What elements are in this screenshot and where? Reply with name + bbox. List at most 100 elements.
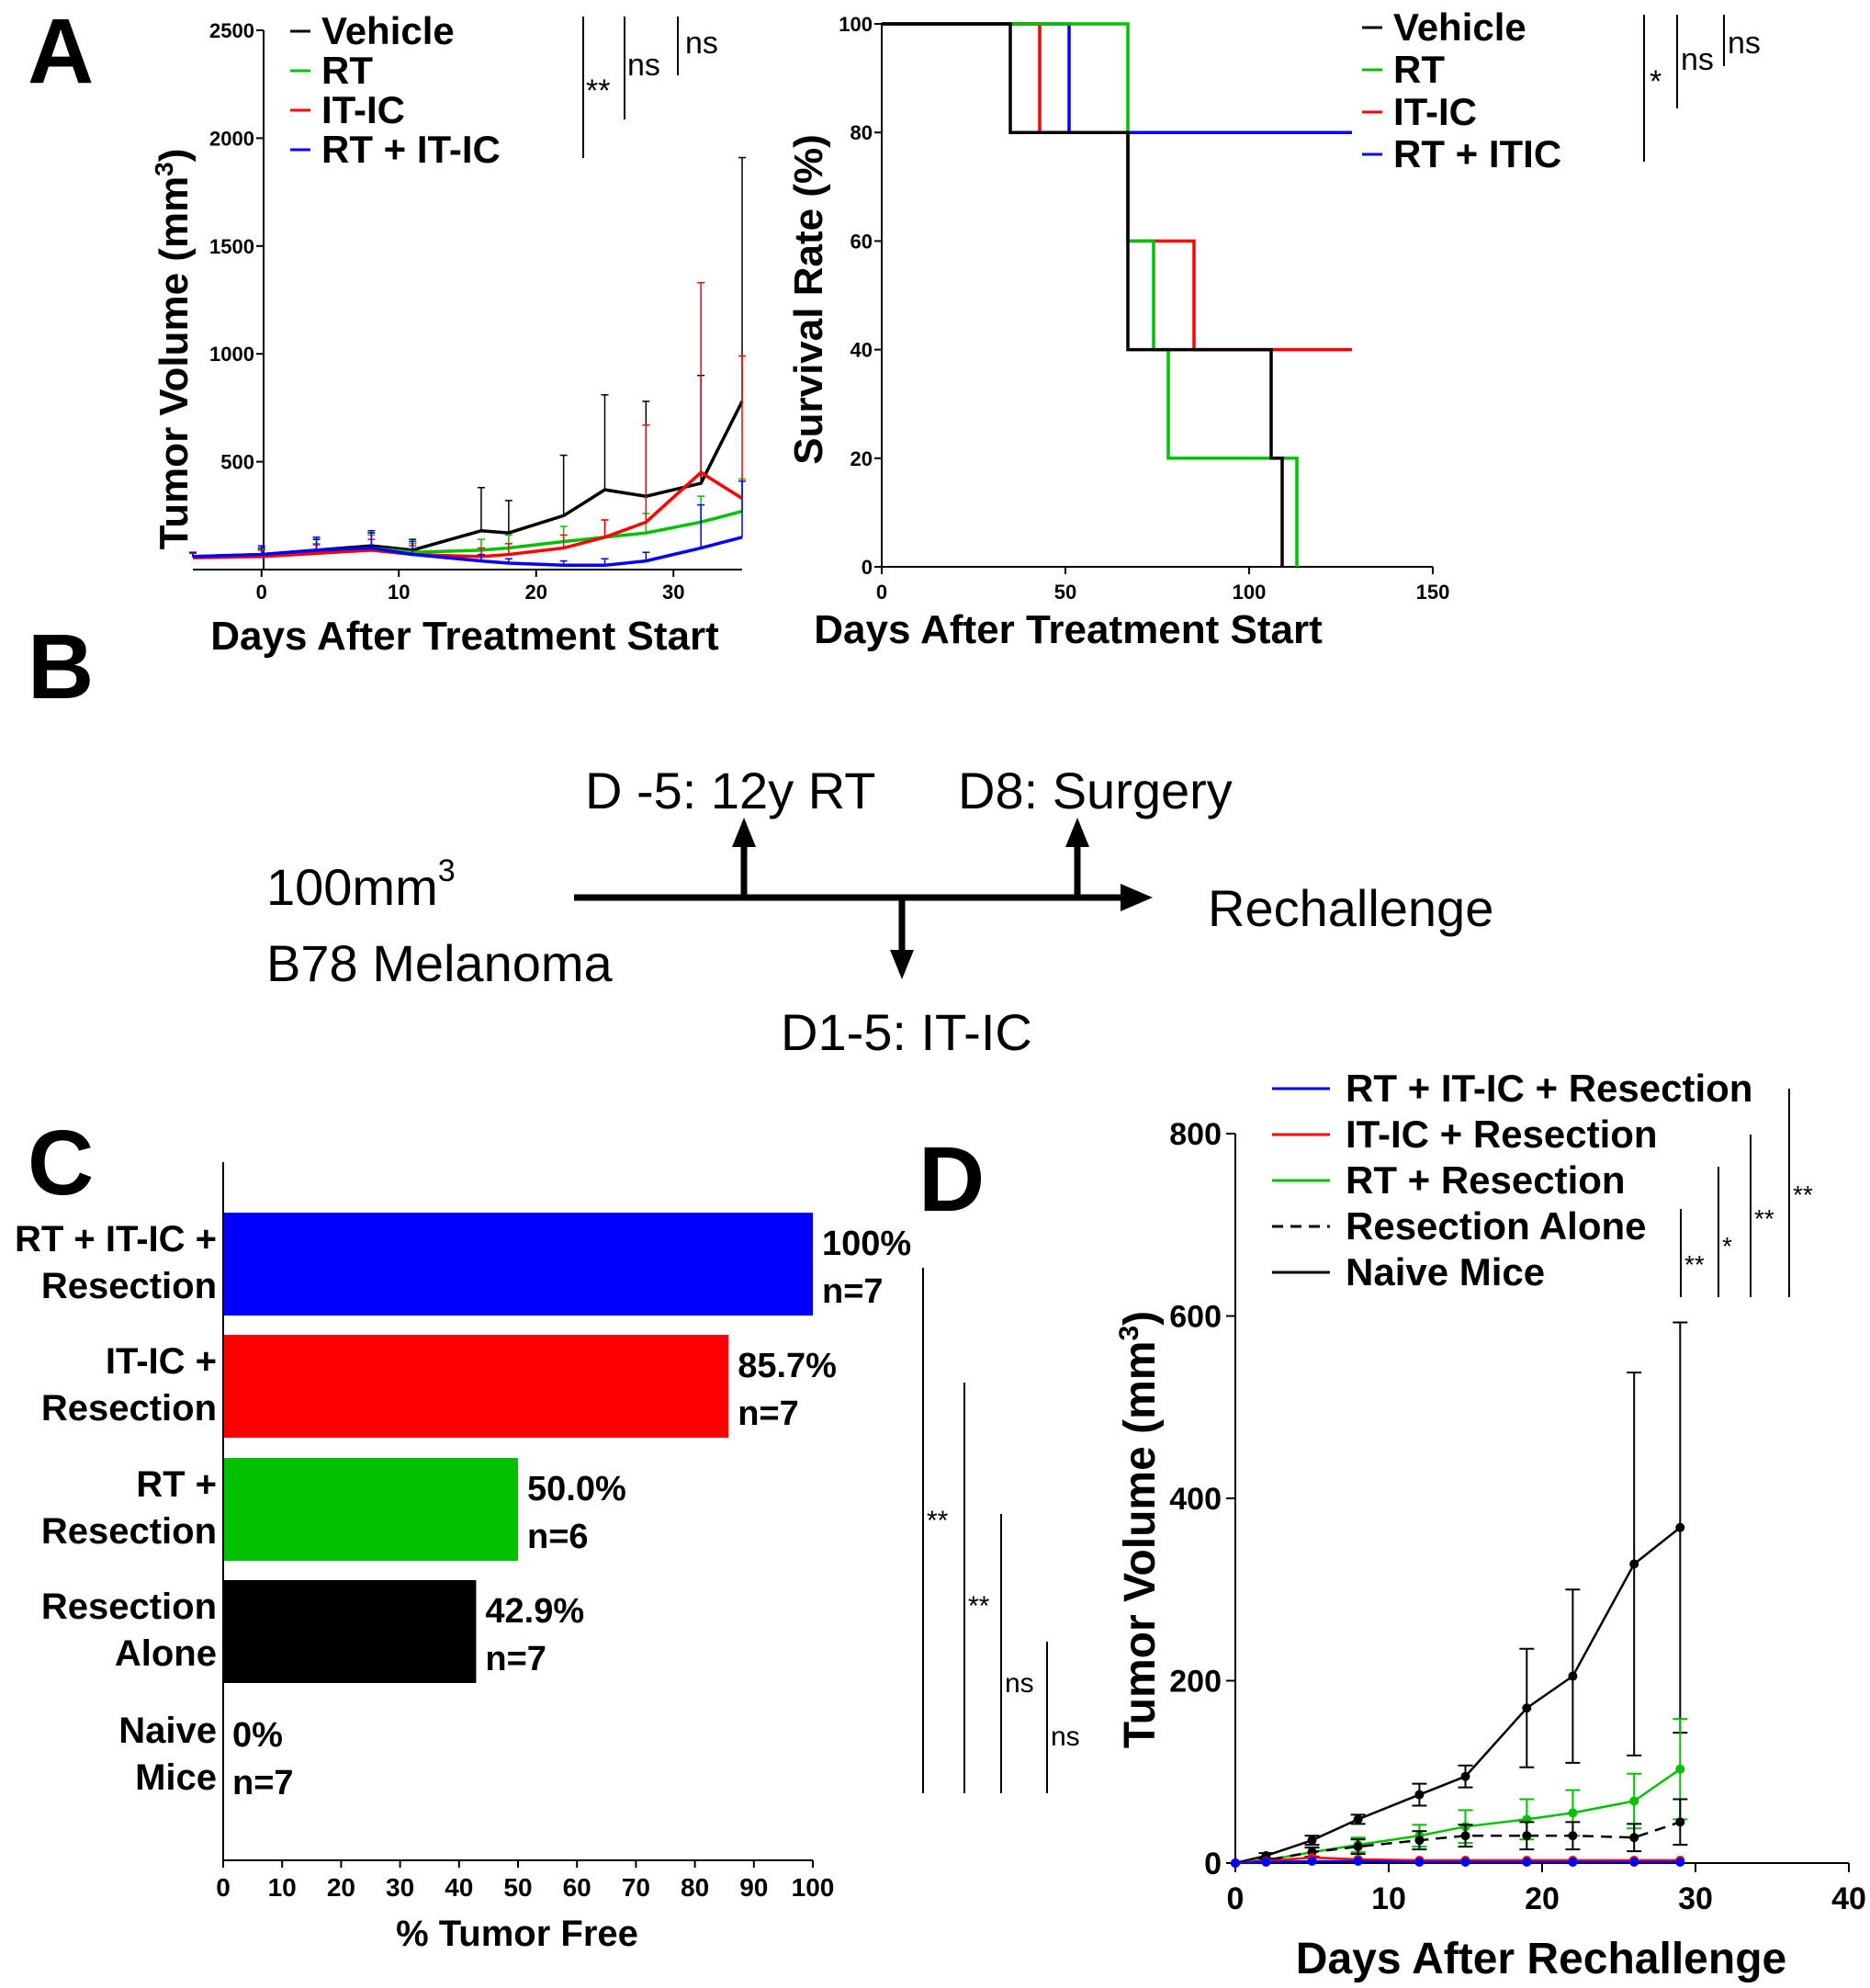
category-label: IT-IC + (106, 1341, 217, 1382)
category-label: Resection (41, 1511, 217, 1552)
schematic-timeline-arrowhead (1121, 884, 1153, 911)
x-tick-label: 40 (1831, 1881, 1866, 1916)
data-point (1629, 1833, 1639, 1843)
data-point (1568, 1808, 1578, 1818)
y-tick-label: 0 (1204, 1847, 1222, 1881)
data-point (1629, 1796, 1639, 1806)
data-point (1460, 1831, 1470, 1841)
survival-sig-label-2: ns (1681, 42, 1714, 77)
series-vehicle (882, 22, 1284, 567)
data-point (1568, 1858, 1578, 1868)
series-rt-it-ic (189, 480, 746, 568)
tumor-free-sig-label-3: ns (1005, 1668, 1034, 1699)
x-tick-label: 30 (662, 581, 684, 604)
data-point (1414, 1858, 1425, 1868)
category-label: Resection (41, 1266, 217, 1306)
category-label: RT + (136, 1464, 217, 1505)
sig-label-vehicle-vs-rt-itic: ** (586, 73, 610, 108)
schematic-event-rt: D -5: 12y RT (585, 762, 875, 819)
tumor-volume-chart: 500 1000 1500 2000 2500 0 10 20 30 VehicleRTIT-I… (150, 9, 746, 659)
tumor-volume-x-axis-label: Days After Treatment Start (210, 614, 719, 659)
y-tick-label: 1500 (209, 235, 254, 258)
tumor-volume-axes: 500 1000 1500 2000 2500 0 10 20 30 (193, 19, 742, 604)
y-tick-label: 200 (1169, 1665, 1222, 1700)
data-point (1231, 1858, 1240, 1868)
tumor-free-axes: 0 10 20 30 40 50 60 70 80 90 100 (216, 1162, 834, 1902)
bar-n-label: n=6 (527, 1518, 589, 1556)
legend-entry: IT-IC + Resection (1346, 1113, 1658, 1156)
legend-entry: Vehicle (321, 9, 455, 52)
bar-value-label: 100% (822, 1225, 911, 1263)
series-line (1234, 1856, 1681, 1865)
tumor-volume-significance: ** ns ns (582, 17, 718, 158)
rechallenge-series (1231, 1321, 1688, 1868)
series-line (1234, 1821, 1681, 1865)
series-line (1234, 1526, 1682, 1865)
x-tick-label: 0 (256, 581, 267, 604)
legend-entry: RT + IT-IC (321, 128, 501, 171)
tumor-free-bars: 100% n=7 RT + IT-IC + Resection 85.7% n=7 IT-I… (15, 1213, 911, 1802)
data-point (1353, 1857, 1363, 1867)
series-line (192, 401, 744, 559)
data-point (1522, 1858, 1532, 1868)
bar-n-label: n=7 (738, 1395, 799, 1433)
category-label: RT + IT-IC + (15, 1219, 217, 1259)
panel-letter-a: A (28, 0, 94, 103)
data-point (1568, 1831, 1578, 1841)
legend-entry: Naive Mice (1346, 1250, 1545, 1293)
category-label: Alone (115, 1633, 217, 1674)
series-rt (189, 478, 746, 559)
series-rt (882, 22, 1299, 567)
series-vehicle (189, 156, 746, 559)
schematic-rechallenge: Rechallenge (1208, 879, 1493, 937)
series-rt-it-ic-resection (1231, 1857, 1685, 1868)
rechallenge-sig-label-1: ** (1684, 1250, 1705, 1279)
rechallenge-y-axis-label: Tumor Volume (mm3) (1114, 1311, 1165, 1748)
schematic-start-volume: 100mm3 (266, 853, 456, 916)
bar-resection-alone (223, 1580, 477, 1683)
survival-y-axis-label: Survival Rate (%) (786, 134, 831, 464)
category-label: Resection (41, 1587, 217, 1627)
schematic-itic-arrowhead (890, 950, 914, 979)
survival-x-axis-label: Days After Treatment Start (814, 607, 1323, 652)
x-tick-label: 150 (1416, 581, 1450, 604)
data-point (1307, 1836, 1317, 1846)
series-it-ic (882, 22, 1352, 352)
rechallenge-sig-label-3: ** (1754, 1204, 1774, 1233)
y-tick-label: 600 (1169, 1300, 1222, 1335)
tumor-free-sig-label-2: ** (968, 1591, 990, 1621)
series-rt-itic (882, 22, 1352, 134)
x-tick-label: 100 (1233, 581, 1267, 604)
panel-letter-b: B (28, 616, 94, 718)
schematic-surgery-arrowhead (1065, 818, 1089, 847)
panel-letter-c: C (28, 1112, 94, 1214)
y-tick-label: 60 (851, 230, 873, 253)
series-line (1234, 1859, 1681, 1865)
legend-entry: RT + Resection (1346, 1158, 1626, 1202)
bar-value-label: 50.0% (527, 1470, 626, 1508)
survival-sig-label-3: ns (1728, 26, 1761, 61)
bar-n-label: n=7 (485, 1640, 546, 1678)
category-label: Resection (41, 1388, 217, 1429)
category-label: Naive (118, 1711, 217, 1751)
rechallenge-sig-label-2: * (1722, 1232, 1732, 1260)
y-tick-label: 0 (862, 556, 873, 579)
schematic-event-surgery: D8: Surgery (958, 762, 1233, 819)
tumor-free-significance: ** ** ns ns (922, 1268, 1080, 1793)
tumor-free-sig-label-4: ns (1051, 1722, 1080, 1752)
x-tick-label: 70 (622, 1873, 650, 1902)
x-tick-label: 0 (216, 1873, 231, 1902)
x-tick-label: 90 (739, 1873, 768, 1902)
bar-rt-it-ic-resection (223, 1213, 813, 1316)
data-point (1414, 1790, 1425, 1800)
data-point (1522, 1831, 1532, 1841)
rechallenge-sig-label-4: ** (1793, 1180, 1813, 1209)
x-tick-label: 30 (386, 1873, 414, 1902)
bar-rt-resection (223, 1458, 518, 1561)
data-point (1629, 1559, 1639, 1569)
x-tick-label: 80 (681, 1873, 709, 1902)
rechallenge-axes: 0 200 400 600 800 0 10 20 30 40 (1169, 1117, 1866, 1916)
